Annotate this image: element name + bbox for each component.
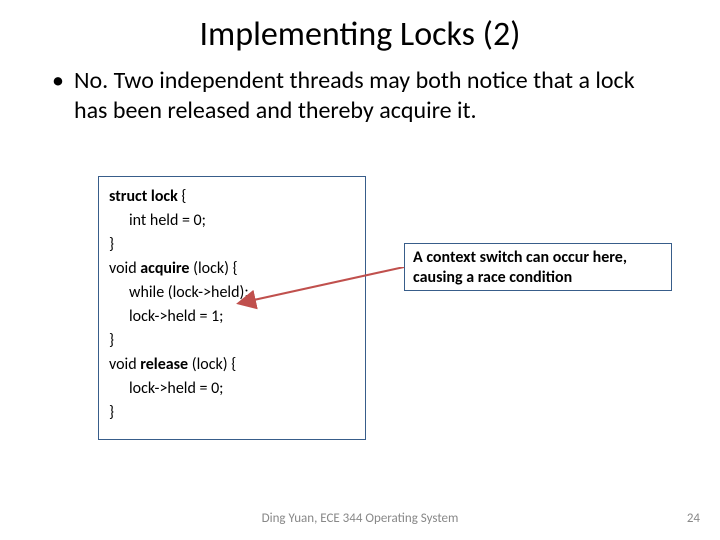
bullet-item: • No. Two independent threads may both n… (52, 66, 672, 126)
page-number: 24 (687, 511, 700, 526)
code-line: void acquire (lock) { (109, 257, 355, 281)
annotation-box: A context switch can occur here, causing… (404, 243, 672, 291)
code-line: } (109, 329, 355, 353)
bullet-text: No. Two independent threads may both not… (74, 66, 672, 126)
slide-title: Implementing Locks (2) (0, 14, 720, 55)
code-line: struct lock { (109, 185, 355, 209)
bullet-marker: • (52, 66, 64, 96)
code-line: } (109, 401, 355, 425)
code-line: } (109, 233, 355, 257)
code-line: lock->held = 1; (109, 305, 355, 329)
footer-text: Ding Yuan, ECE 344 Operating System (0, 511, 720, 526)
code-line: void release (lock) { (109, 353, 355, 377)
code-line: int held = 0; (109, 209, 355, 233)
code-line: while (lock->held); (109, 281, 355, 305)
code-box: struct lock {int held = 0;}void acquire … (98, 176, 366, 440)
code-line: lock->held = 0; (109, 377, 355, 401)
slide: Implementing Locks (2) • No. Two indepen… (0, 0, 720, 540)
